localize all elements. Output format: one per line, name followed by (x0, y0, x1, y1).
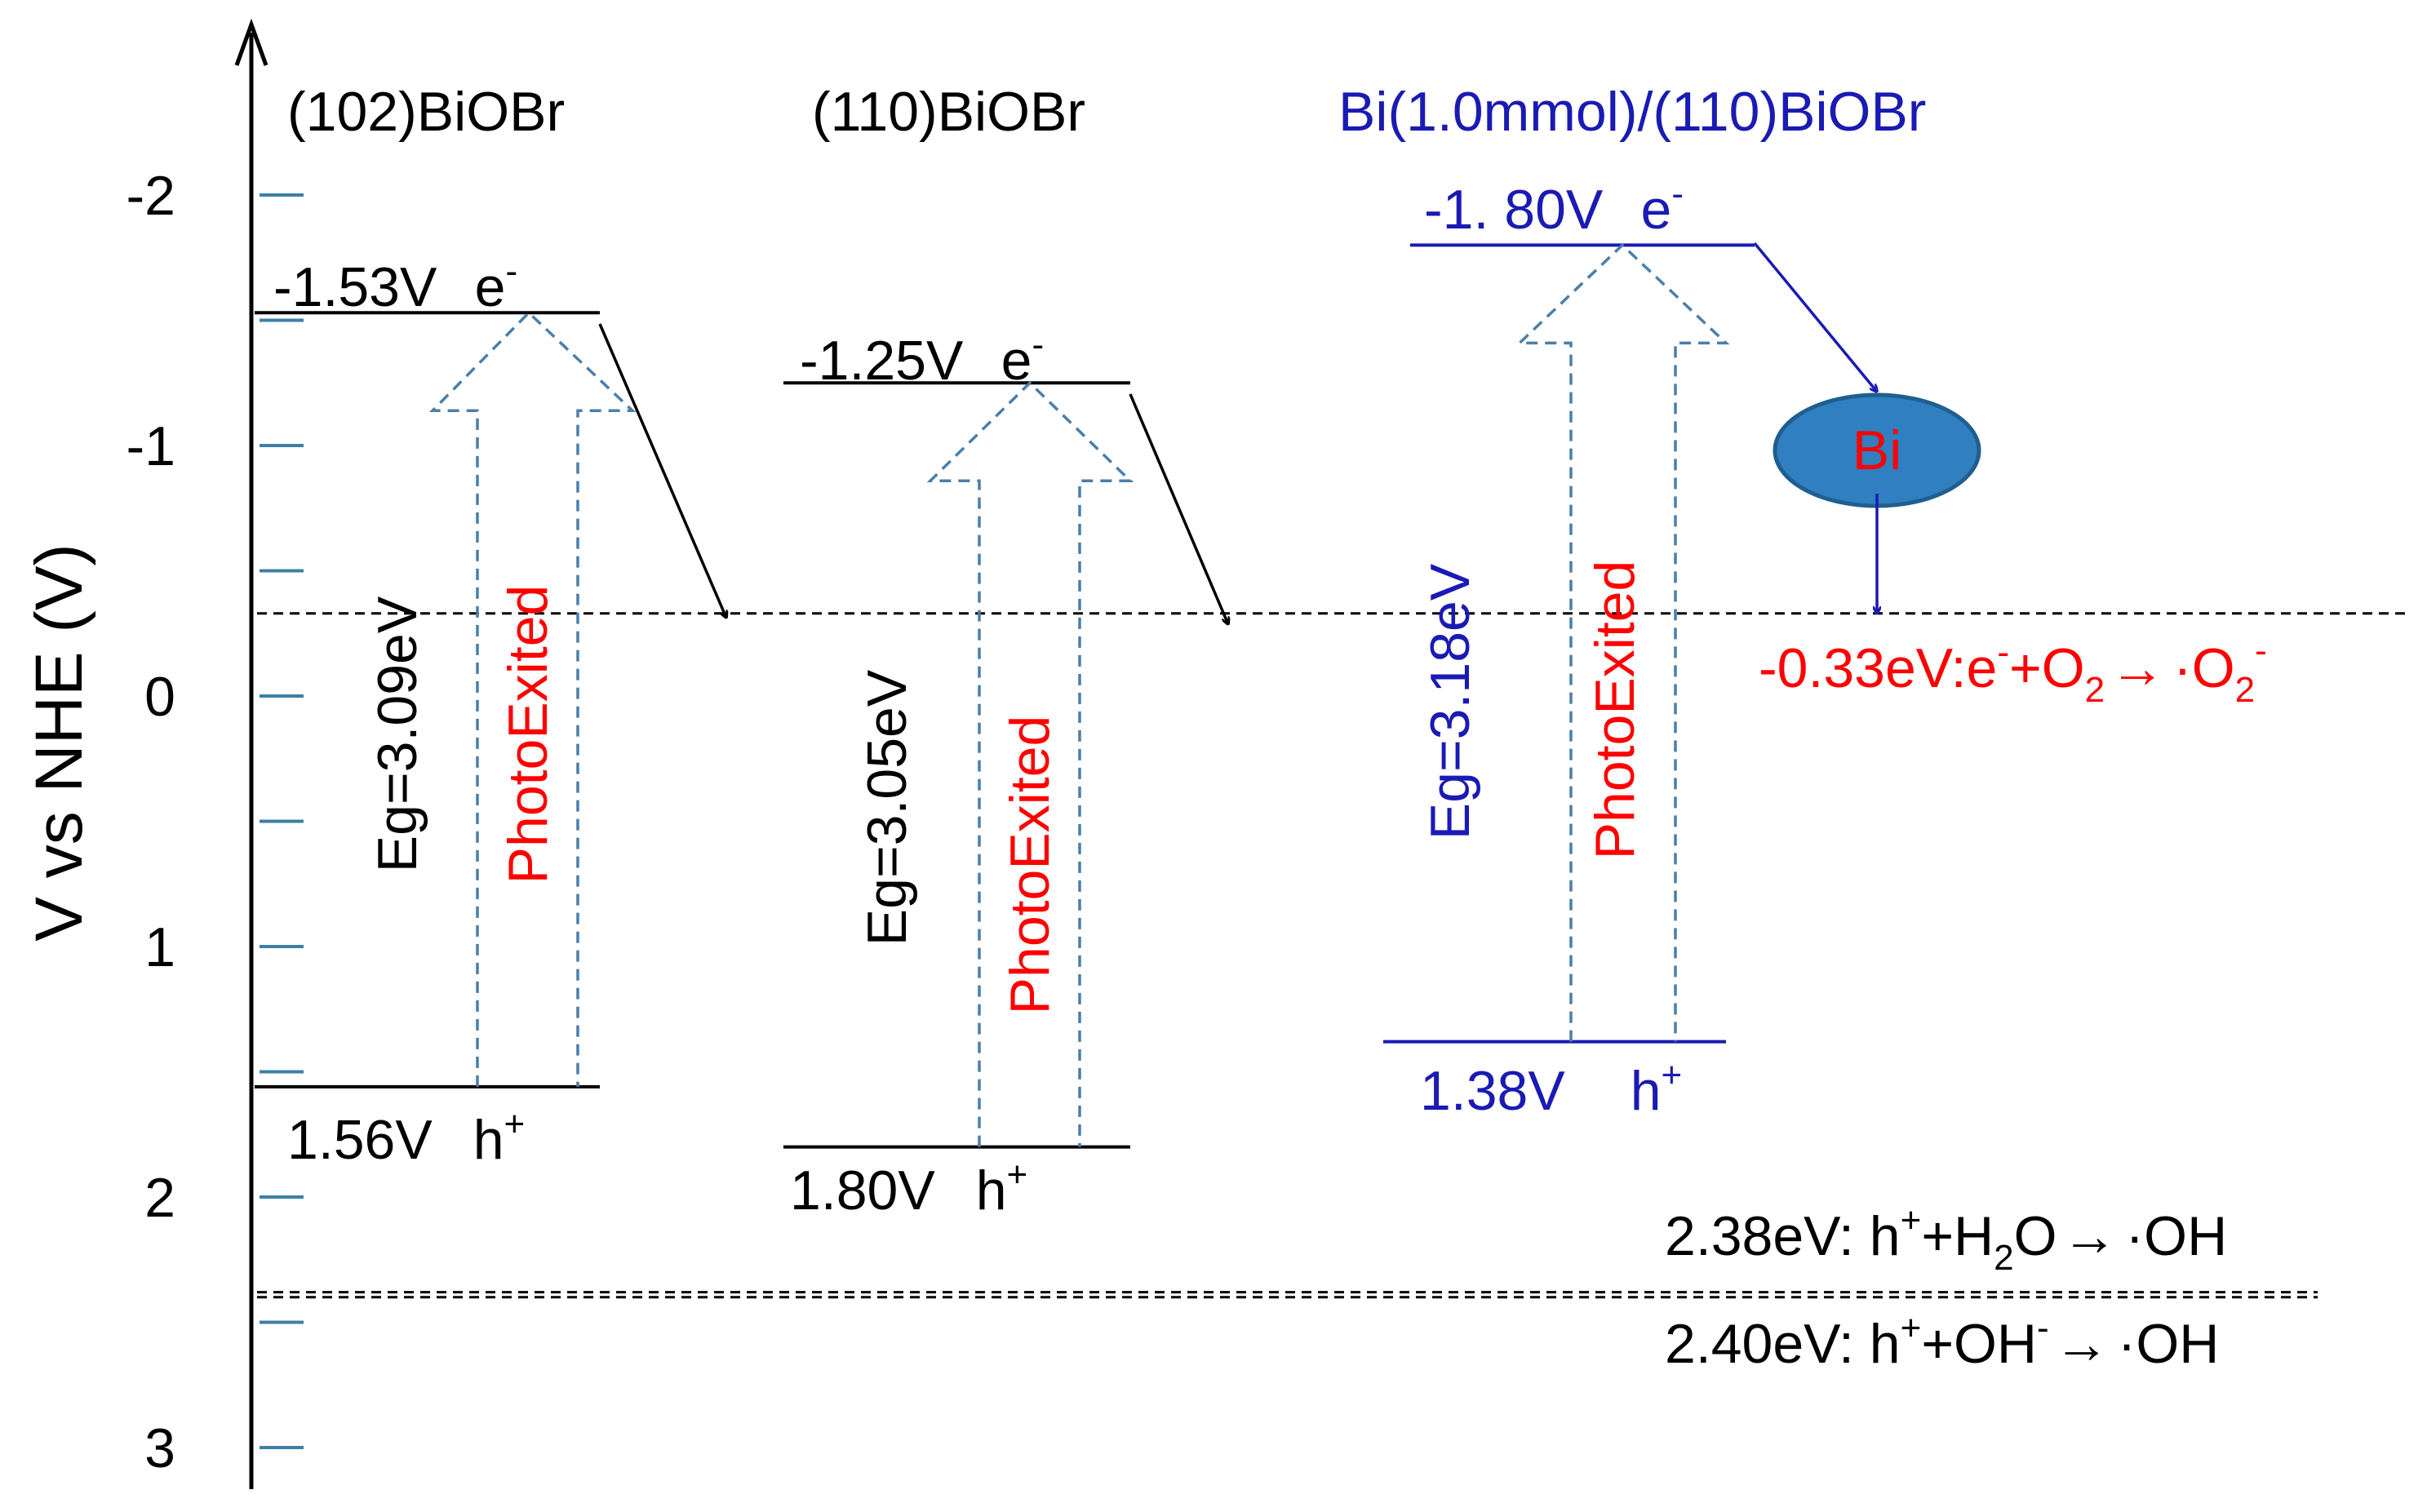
material-title-110: (110)BiOBr (812, 81, 1085, 143)
bi-particle-label: Bi (1852, 419, 1901, 481)
oh-oxidation-label: 2.40eV: h++OH-→ ·OH (1665, 1308, 2219, 1375)
band-102: -1.53V e- 1.56V h+ Eg=3.09eV PhotoExited (255, 251, 726, 1171)
photoexcited-label-110: PhotoExited (999, 716, 1061, 1015)
photo-arrow-bi (1515, 242, 1730, 1042)
material-title-bi: Bi(1.0mmol)/(110)BiOBr (1338, 81, 1926, 143)
eg-label-102: Eg=3.09eV (366, 596, 428, 872)
h2o-oxidation-label: 2.38eV: h++H2O→ ·OH (1665, 1200, 2227, 1278)
cb-label-bi: -1. 80V e- (1424, 174, 1684, 241)
y-axis-tick-label: 3 (144, 1417, 175, 1479)
transfer-arrow-110 (1129, 393, 1228, 624)
y-axis-tick-label: 1 (144, 916, 175, 978)
o2-reduction-label: -0.33eV:e-+O2→ ·O2- (1759, 631, 2267, 710)
material-title-102: (102)BiOBr (287, 81, 565, 143)
photoexcited-label-bi: PhotoExited (1584, 561, 1646, 860)
cb-to-bi-arrow (1753, 242, 1877, 392)
vb-label-bi: 1.38V h+ (1420, 1055, 1682, 1122)
y-axis-tick-label: -1 (126, 415, 175, 477)
y-axis-tick-label: 0 (144, 666, 175, 728)
photo-arrow-102 (428, 310, 637, 1087)
y-axis-tick-label: -2 (126, 165, 175, 227)
eg-label-110: Eg=3.05eV (856, 669, 918, 946)
eg-label-bi: Eg=3.18eV (1419, 563, 1481, 840)
transfer-arrow-102 (598, 323, 726, 618)
y-axis-title: V vs NHE (V) (22, 543, 96, 941)
band-110: -1.25V e- 1.80V h+ Eg=3.05eV PhotoExited (783, 325, 1228, 1222)
y-axis-arrowhead (234, 18, 268, 66)
y-axis-tick-label: 2 (144, 1167, 175, 1229)
vb-label-110: 1.80V h+ (790, 1155, 1027, 1222)
vb-label-102: 1.56V h+ (287, 1104, 525, 1171)
y-axis-ticks (260, 193, 304, 1449)
cb-label-110: -1.25V e- (800, 325, 1044, 392)
cb-label-102: -1.53V e- (273, 251, 517, 318)
y-axis-tick-labels: -2 -1 0 1 2 3 (126, 165, 175, 1479)
band-bi: -1. 80V e- 1.38V h+ Eg=3.18eV PhotoExited … (1383, 174, 1981, 1122)
photoexcited-label-102: PhotoExited (497, 585, 559, 885)
photo-arrow-110 (926, 380, 1134, 1147)
